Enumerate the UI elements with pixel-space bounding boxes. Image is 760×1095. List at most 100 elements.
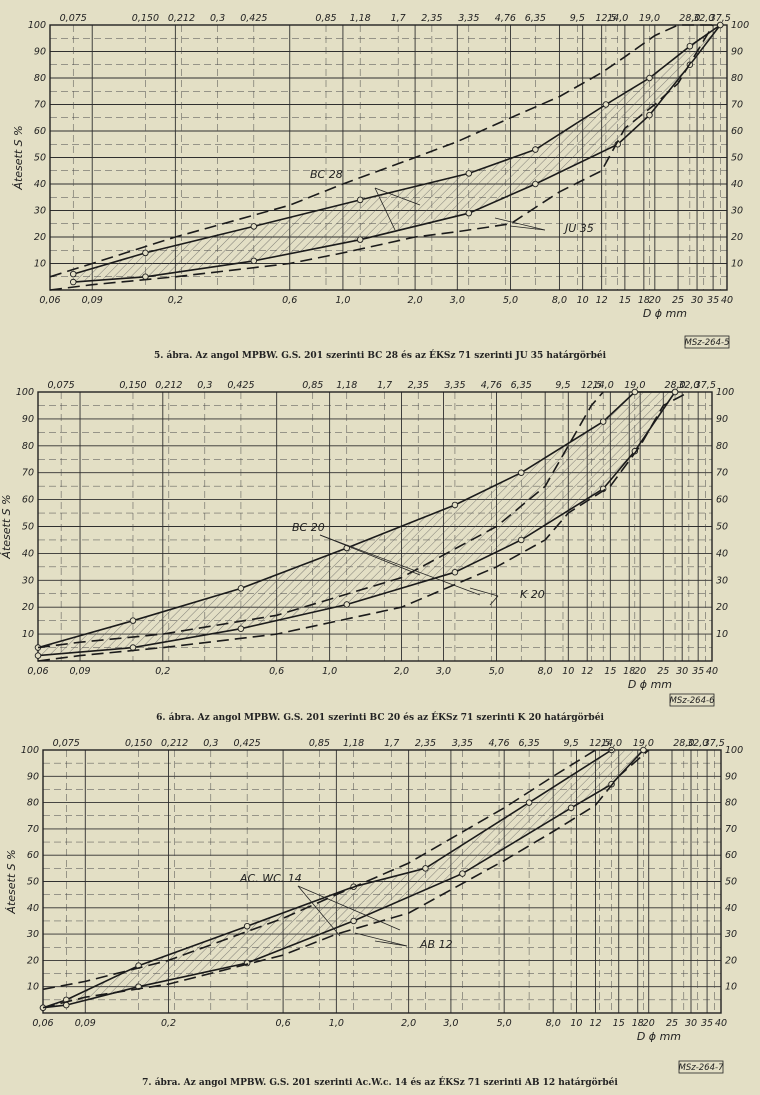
data-point [250,257,258,265]
y-tick-label: 10 [22,629,34,640]
x-tick-label: 0,6 [276,1018,291,1029]
series-line-2 [73,24,721,283]
data-point [350,917,357,925]
x-axis-label: D ɸ mm [643,307,687,320]
figure-stamp: MSz-264-5 [684,335,730,349]
y-right-tick-label: 30 [716,575,728,586]
y-right-tick-label: 20 [716,602,728,613]
stamp-text: MSz-264-5 [685,338,730,348]
x-top-tick-label: 3,35 [444,380,465,391]
callout-pointer [494,217,546,231]
callout-pointer [297,885,341,937]
y-tick-label: 10 [27,982,39,993]
y-tick-label: 50 [34,153,46,164]
y-right-tick-label: 50 [731,153,743,164]
data-point [599,418,607,425]
y-tick-label: 20 [27,955,39,966]
x-top-tick-label: 3,35 [458,13,479,24]
data-point [465,170,473,177]
x-top-tick-label: 9,5 [564,738,579,749]
y-right-tick-label: 100 [716,387,734,398]
x-tick-label: 20 [643,1018,655,1029]
data-point [532,180,539,188]
data-point [69,270,77,278]
x-tick-label: 20 [649,295,661,306]
x-tick-label: 3,0 [443,1018,458,1029]
x-tick-label: 0,06 [27,666,48,677]
y-right-tick-label: 50 [725,877,737,888]
x-tick-label: 20 [634,666,646,677]
plot-frame [49,24,728,291]
y-tick-label: 60 [27,850,39,861]
x-top-tick-label: 6,35 [511,380,532,391]
plot-frame [42,749,722,1014]
y-right-tick-label: 80 [725,798,737,809]
data-point [237,625,245,632]
figure-caption: 7. ábra. Az angol MPBW. G.S. 201 szerint… [142,1076,618,1088]
callout-pointer [509,225,546,231]
x-top-tick-label: 2,35 [421,13,442,24]
callout-pointer [374,187,396,231]
x-top-tick-label: 37,5 [710,13,731,24]
x-top-tick-label: 0,85 [309,738,330,749]
y-tick-label: 70 [27,824,39,835]
data-point [34,652,42,659]
data-point [129,617,137,624]
x-top-tick-label: 32,0 [687,738,708,749]
band-hatch [38,392,676,656]
x-top-tick-label: 0,85 [302,380,323,391]
data-point [646,111,653,119]
series-line-3 [42,749,619,991]
x-top-tick-label: 0,150 [132,13,159,24]
x-top-tick-label: 14,0 [601,738,622,749]
x-top-tick-label: 3,35 [452,738,473,749]
data-point [631,388,639,396]
x-top-tick-label: 4,76 [481,380,502,391]
x-top-tick-label: 19,0 [624,380,645,391]
data-point [451,501,459,509]
y-axis-label: Átesett S % [12,125,25,190]
x-axis-label: D ɸ mm [637,1030,681,1043]
x-tick-label: 18 [638,295,650,306]
x-top-tick-label: 2,35 [415,738,436,749]
x-tick-label: 40 [721,295,733,306]
y-right-tick-label: 70 [725,824,737,835]
x-top-tick-label: 0,425 [227,380,254,391]
y-tick-label: 90 [22,414,34,425]
x-tick-label: 0,2 [168,295,183,306]
stamp-box [684,335,730,349]
x-top-tick-label: 12,5 [589,738,610,749]
x-tick-label: 18 [623,666,635,677]
figure-caption: 5. ábra. Az angol MPBW. G.S. 201 szerint… [154,349,607,361]
y-tick-label: 40 [22,548,34,559]
callout-label: AC. WC. 14 [239,872,302,885]
plot-frame [37,391,713,662]
x-top-tick-label: 1,7 [384,738,399,749]
stamp-text: MSz-264-6 [670,696,716,706]
x-tick-label: 40 [715,1018,727,1029]
x-top-tick-label: 6,35 [525,13,546,24]
y-tick-label: 80 [22,441,34,452]
data-point [640,746,647,754]
x-tick-label: 3,0 [450,295,465,306]
series-line-4 [37,391,690,662]
x-tick-label: 18 [632,1018,644,1029]
series-line-3 [49,24,714,278]
x-tick-label: 25 [657,666,669,677]
x-axis-label: D ɸ mm [628,678,672,691]
y-tick-label: 100 [16,387,34,398]
y-right-tick-label: 40 [725,903,737,914]
x-top-tick-label: 12,5 [595,13,616,24]
y-right-tick-label: 80 [731,73,743,84]
y-right-tick-label: 60 [716,495,728,506]
y-right-tick-label: 50 [716,522,728,533]
y-right-tick-label: 100 [731,20,749,31]
x-top-tick-label: 0,3 [203,738,218,749]
x-tick-label: 8,0 [546,1018,561,1029]
figure-caption: 6. ábra. Az angol MPBW. G.S. 201 szerint… [156,711,604,723]
x-tick-label: 2,0 [401,1018,416,1029]
data-point [567,804,575,812]
y-right-tick-label: 90 [731,47,743,58]
stamp-box [669,693,715,707]
